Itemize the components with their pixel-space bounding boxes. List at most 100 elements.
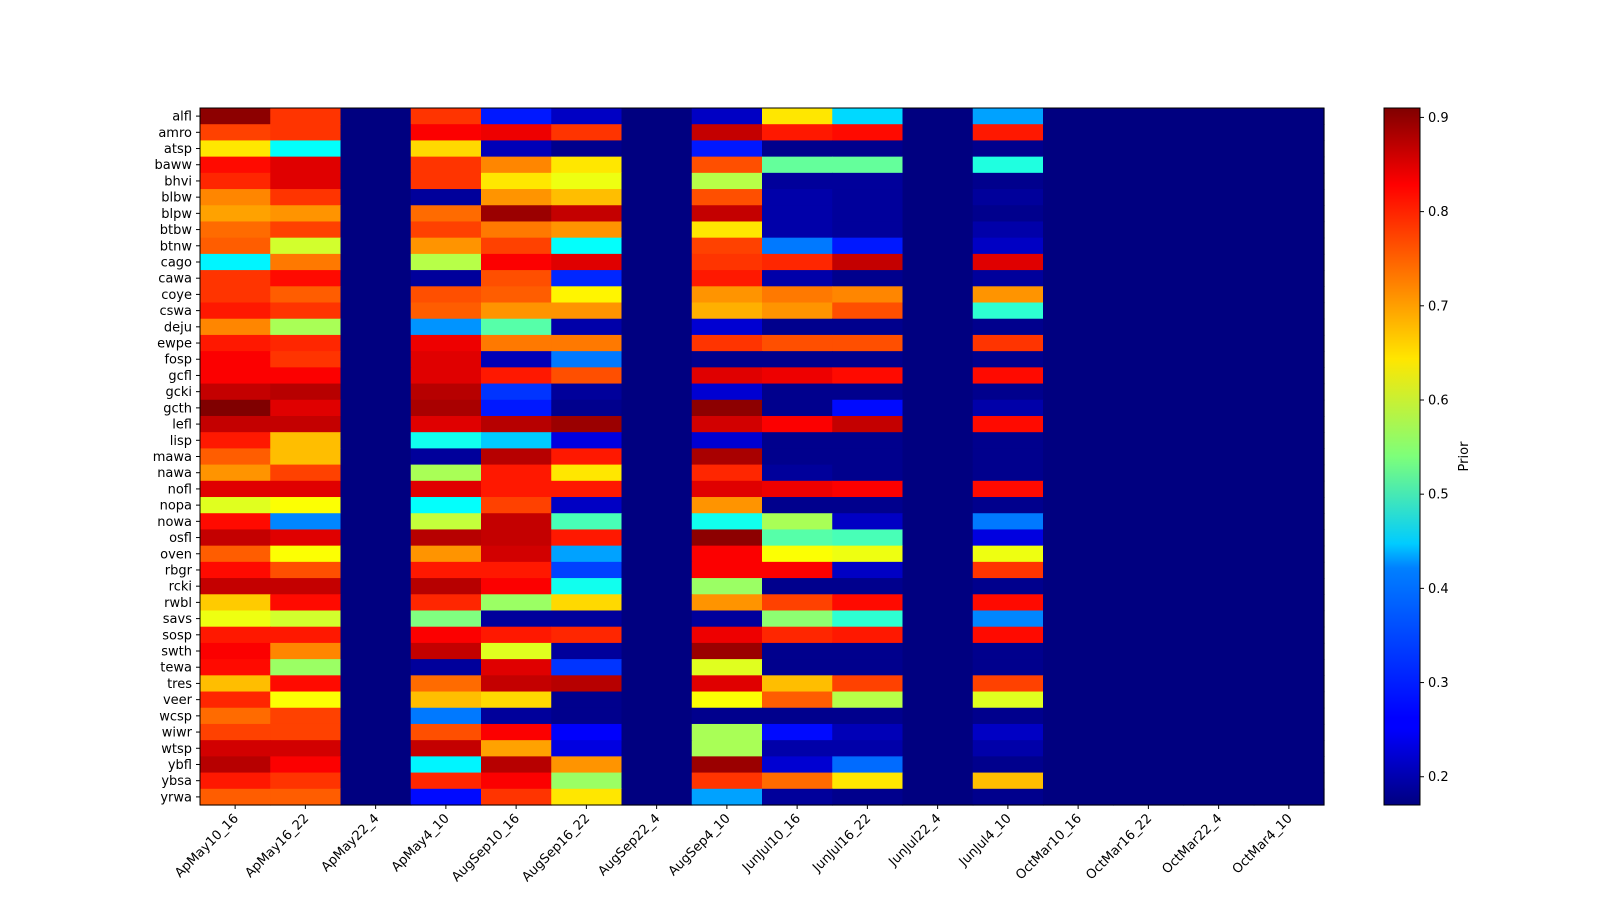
heatmap-cell [481,189,552,206]
heatmap-cell [1253,448,1325,466]
heatmap-cell [1043,675,1114,693]
heatmap-cell [551,351,623,368]
heatmap-cell [1043,723,1114,741]
x-tick-label: OctMar4_10 [1230,811,1296,877]
heatmap-cell [340,675,412,693]
heatmap-cell [832,286,904,304]
heatmap-cell [1183,205,1255,223]
heatmap-cell [200,172,271,190]
heatmap-cell [340,594,412,612]
y-tick-label: deju [164,320,192,335]
heatmap-cell [762,497,833,514]
heatmap-cell [200,675,271,693]
heatmap-cell [691,691,763,709]
heatmap-cell [1043,318,1114,336]
heatmap-cell [551,318,623,336]
heatmap-cell [1183,497,1255,514]
heatmap-cell [691,172,763,190]
heatmap-cell [972,578,1044,595]
y-tick-label: oven [160,547,192,562]
heatmap-cell [902,399,974,417]
y-tick-label: amro [158,126,192,141]
heatmap-cell [481,497,552,514]
y-tick-label: tewa [160,661,192,676]
heatmap-cell [200,205,271,223]
heatmap-cell [621,675,693,693]
heatmap-cell [902,334,974,352]
y-tick-label: rcki [169,580,192,595]
y-tick-label: gcfl [168,369,192,384]
heatmap-cell [551,513,623,531]
heatmap-cell [270,545,342,563]
heatmap-cell [762,383,833,401]
heatmap-cell [270,480,342,498]
heatmap-cell [972,286,1044,304]
heatmap-cell [1043,270,1114,287]
heatmap-cell [340,497,412,514]
heatmap-cell [832,561,904,579]
heatmap-cell [270,237,342,255]
heatmap-cell [340,351,412,368]
heatmap-cell [691,675,763,693]
y-tick-label: rwbl [164,596,192,611]
x-tick-label: AugSep10_16 [449,811,523,885]
heatmap-cell [481,545,552,563]
heatmap-cell [621,124,693,142]
heatmap-cell [1113,464,1185,482]
heatmap-cell [1183,140,1255,158]
heatmap-cell [1183,723,1255,741]
y-tick-label: btnw [160,239,193,254]
heatmap-cell [270,723,342,741]
heatmap-cell [340,480,412,498]
heatmap-cell [832,432,904,449]
heatmap-cell [551,253,623,271]
heatmap-cell [1043,189,1114,206]
heatmap-cell [270,415,342,433]
heatmap-cell [481,659,552,676]
heatmap-cell [1253,578,1325,595]
heatmap-cell [1183,561,1255,579]
heatmap-cell [410,415,482,433]
heatmap-cell [902,740,974,757]
heatmap-cell [832,383,904,401]
y-tick-label: ybsa [161,774,192,789]
heatmap-cell [972,756,1044,774]
heatmap-cell [1113,594,1185,612]
heatmap-cell [1253,610,1325,628]
heatmap-cell [691,545,763,563]
heatmap-cell [410,594,482,612]
y-tick-label: nofl [168,482,192,497]
heatmap-cell [621,253,693,271]
heatmap-cell [200,626,271,644]
heatmap-cell [902,578,974,595]
heatmap-cell [1113,610,1185,628]
heatmap-cell [410,140,482,158]
heatmap-cell [1253,659,1325,676]
heatmap-cell [410,253,482,271]
heatmap-cell [621,561,693,579]
heatmap-cell [762,756,833,774]
y-tick-label: wiwr [162,726,193,741]
heatmap-cell [621,740,693,757]
heatmap-cell [1043,610,1114,628]
heatmap-cell [1183,189,1255,206]
heatmap-cell [481,415,552,433]
heatmap-cell [1183,594,1255,612]
heatmap-cell [551,756,623,774]
heatmap-cell [621,432,693,449]
heatmap-cell [1043,399,1114,417]
heatmap-cell [972,480,1044,498]
heatmap-cell [481,205,552,223]
heatmap-cell [551,659,623,676]
heatmap-cell [832,529,904,547]
heatmap-cell [551,642,623,660]
colorbar-tick-label: 0.9 [1428,111,1449,126]
y-tick-label: ybfl [168,758,192,773]
heatmap-cell [410,756,482,774]
heatmap-cell [551,723,623,741]
heatmap-cell [1113,140,1185,158]
heatmap-cell [902,318,974,336]
heatmap-cell [410,172,482,190]
heatmap-cell [972,156,1044,174]
y-tick-label: coye [161,288,192,303]
